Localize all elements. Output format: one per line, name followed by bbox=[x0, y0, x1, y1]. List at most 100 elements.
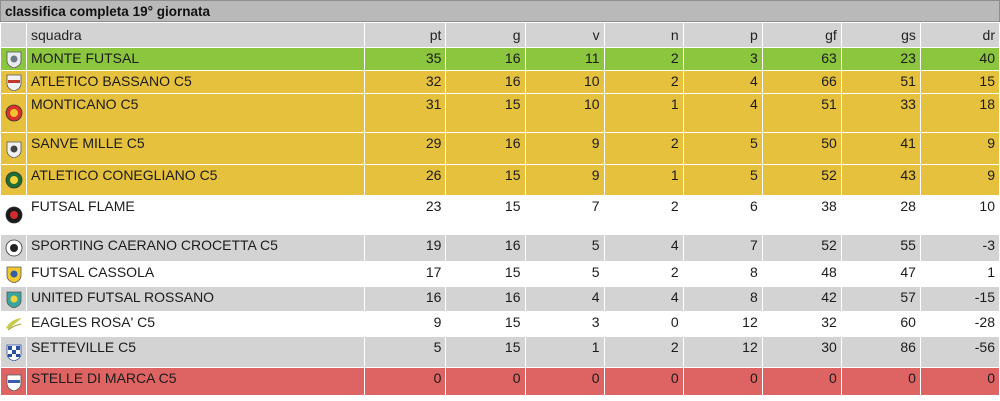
team-name[interactable]: ATLETICO CONEGLIANO C5 bbox=[26, 164, 366, 196]
stat-dr: -15 bbox=[919, 286, 1000, 312]
stat-gf: 52 bbox=[761, 234, 842, 262]
stat-dr: -3 bbox=[919, 234, 1000, 262]
stat-n: 0 bbox=[603, 311, 684, 337]
stat-g: 15 bbox=[445, 336, 526, 368]
team-crest-icon bbox=[0, 195, 28, 235]
team-name[interactable]: SPORTING CAERANO CROCETTA C5 bbox=[26, 234, 366, 262]
stat-pt: 32 bbox=[364, 70, 447, 94]
stat-p: 5 bbox=[682, 164, 763, 196]
header-n[interactable]: n bbox=[603, 22, 684, 48]
stat-p: 7 bbox=[682, 234, 763, 262]
header-g[interactable]: g bbox=[445, 22, 526, 48]
stat-g: 16 bbox=[445, 286, 526, 312]
table-row[interactable]: STELLE DI MARCA C5 0 0 0 0 0 0 0 0 bbox=[0, 367, 1000, 396]
table-row[interactable]: FUTSAL FLAME 23 15 7 2 6 38 28 10 bbox=[0, 195, 1000, 235]
stat-gf: 42 bbox=[761, 286, 842, 312]
header-p[interactable]: p bbox=[682, 22, 763, 48]
stat-gs: 23 bbox=[840, 47, 921, 71]
stat-pt: 17 bbox=[364, 261, 447, 287]
stat-p: 12 bbox=[682, 336, 763, 368]
team-name[interactable]: SANVE MILLE C5 bbox=[26, 132, 366, 165]
standings-title: classifica completa 19° giornata bbox=[0, 0, 1000, 22]
stat-g: 16 bbox=[445, 132, 526, 165]
stat-pt: 31 bbox=[364, 93, 447, 133]
stat-g: 16 bbox=[445, 47, 526, 71]
stat-v: 5 bbox=[524, 234, 605, 262]
team-name[interactable]: ATLETICO BASSANO C5 bbox=[26, 70, 366, 94]
stat-dr: -28 bbox=[919, 311, 1000, 337]
stat-gs: 0 bbox=[840, 367, 921, 396]
stat-g: 0 bbox=[445, 367, 526, 396]
table-row[interactable]: FUTSAL CASSOLA 17 15 5 2 8 48 47 1 bbox=[0, 261, 1000, 287]
stat-dr: 9 bbox=[919, 164, 1000, 196]
team-name[interactable]: EAGLES ROSA' C5 bbox=[26, 311, 366, 337]
stat-pt: 9 bbox=[364, 311, 447, 337]
table-row[interactable]: ATLETICO CONEGLIANO C5 26 15 9 1 5 52 43 9 bbox=[0, 164, 1000, 196]
header-logo bbox=[0, 22, 28, 48]
team-name[interactable]: MONTE FUTSAL bbox=[26, 47, 366, 71]
stat-v: 7 bbox=[524, 195, 605, 235]
stat-p: 4 bbox=[682, 70, 763, 94]
stat-dr: -56 bbox=[919, 336, 1000, 368]
stat-gs: 28 bbox=[840, 195, 921, 235]
stat-gs: 57 bbox=[840, 286, 921, 312]
stat-gf: 52 bbox=[761, 164, 842, 196]
team-name[interactable]: FUTSAL FLAME bbox=[26, 195, 366, 235]
team-crest-icon bbox=[0, 70, 28, 94]
team-crest-icon bbox=[0, 336, 28, 368]
stat-gs: 43 bbox=[840, 164, 921, 196]
stat-gs: 41 bbox=[840, 132, 921, 165]
header-dr[interactable]: dr bbox=[919, 22, 1000, 48]
stat-n: 4 bbox=[603, 286, 684, 312]
table-row[interactable]: SANVE MILLE C5 29 16 9 2 5 50 41 9 bbox=[0, 132, 1000, 165]
header-v[interactable]: v bbox=[524, 22, 605, 48]
team-name[interactable]: UNITED FUTSAL ROSSANO bbox=[26, 286, 366, 312]
table-row[interactable]: UNITED FUTSAL ROSSANO 16 16 4 4 8 42 57 -15 bbox=[0, 286, 1000, 312]
stat-n: 2 bbox=[603, 195, 684, 235]
header-gs[interactable]: gs bbox=[840, 22, 921, 48]
stat-v: 0 bbox=[524, 367, 605, 396]
stat-n: 2 bbox=[603, 70, 684, 94]
stat-gf: 50 bbox=[761, 132, 842, 165]
table-row[interactable]: EAGLES ROSA' C5 9 15 3 0 12 32 60 -28 bbox=[0, 311, 1000, 337]
stat-gs: 55 bbox=[840, 234, 921, 262]
stat-v: 10 bbox=[524, 70, 605, 94]
stat-v: 1 bbox=[524, 336, 605, 368]
team-name[interactable]: MONTICANO C5 bbox=[26, 93, 366, 133]
stat-v: 5 bbox=[524, 261, 605, 287]
stat-gs: 60 bbox=[840, 311, 921, 337]
team-name[interactable]: SETTEVILLE C5 bbox=[26, 336, 366, 368]
stat-v: 3 bbox=[524, 311, 605, 337]
stat-v: 11 bbox=[524, 47, 605, 71]
stat-v: 10 bbox=[524, 93, 605, 133]
stat-n: 2 bbox=[603, 336, 684, 368]
stat-p: 0 bbox=[682, 367, 763, 396]
stat-p: 8 bbox=[682, 261, 763, 287]
table-row[interactable]: ATLETICO BASSANO C5 32 16 10 2 4 66 51 15 bbox=[0, 70, 1000, 94]
stat-pt: 26 bbox=[364, 164, 447, 196]
header-squadra[interactable]: squadra bbox=[26, 22, 366, 48]
stat-g: 16 bbox=[445, 234, 526, 262]
stat-dr: 40 bbox=[919, 47, 1000, 71]
table-row[interactable]: SETTEVILLE C5 5 15 1 2 12 30 86 -56 bbox=[0, 336, 1000, 368]
table-row[interactable]: SPORTING CAERANO CROCETTA C5 19 16 5 4 7 52 55-… bbox=[0, 234, 1000, 262]
team-name[interactable]: FUTSAL CASSOLA bbox=[26, 261, 366, 287]
team-name[interactable]: STELLE DI MARCA C5 bbox=[26, 367, 366, 396]
table-row[interactable]: MONTE FUTSAL 35 16 11 2 3 63 23 40 bbox=[0, 47, 1000, 71]
stat-gs: 33 bbox=[840, 93, 921, 133]
stat-gs: 86 bbox=[840, 336, 921, 368]
stat-g: 15 bbox=[445, 164, 526, 196]
stat-pt: 5 bbox=[364, 336, 447, 368]
stat-p: 6 bbox=[682, 195, 763, 235]
table-row[interactable]: MONTICANO C5 31 15 10 1 4 51 33 18 bbox=[0, 93, 1000, 133]
stat-g: 15 bbox=[445, 93, 526, 133]
header-gf[interactable]: gf bbox=[761, 22, 842, 48]
stat-gf: 32 bbox=[761, 311, 842, 337]
team-crest-icon bbox=[0, 234, 28, 262]
stat-dr: 10 bbox=[919, 195, 1000, 235]
team-crest-icon bbox=[0, 164, 28, 196]
stat-dr: 0 bbox=[919, 367, 1000, 396]
header-pt[interactable]: pt bbox=[364, 22, 447, 48]
stat-n: 1 bbox=[603, 164, 684, 196]
stat-n: 1 bbox=[603, 93, 684, 133]
